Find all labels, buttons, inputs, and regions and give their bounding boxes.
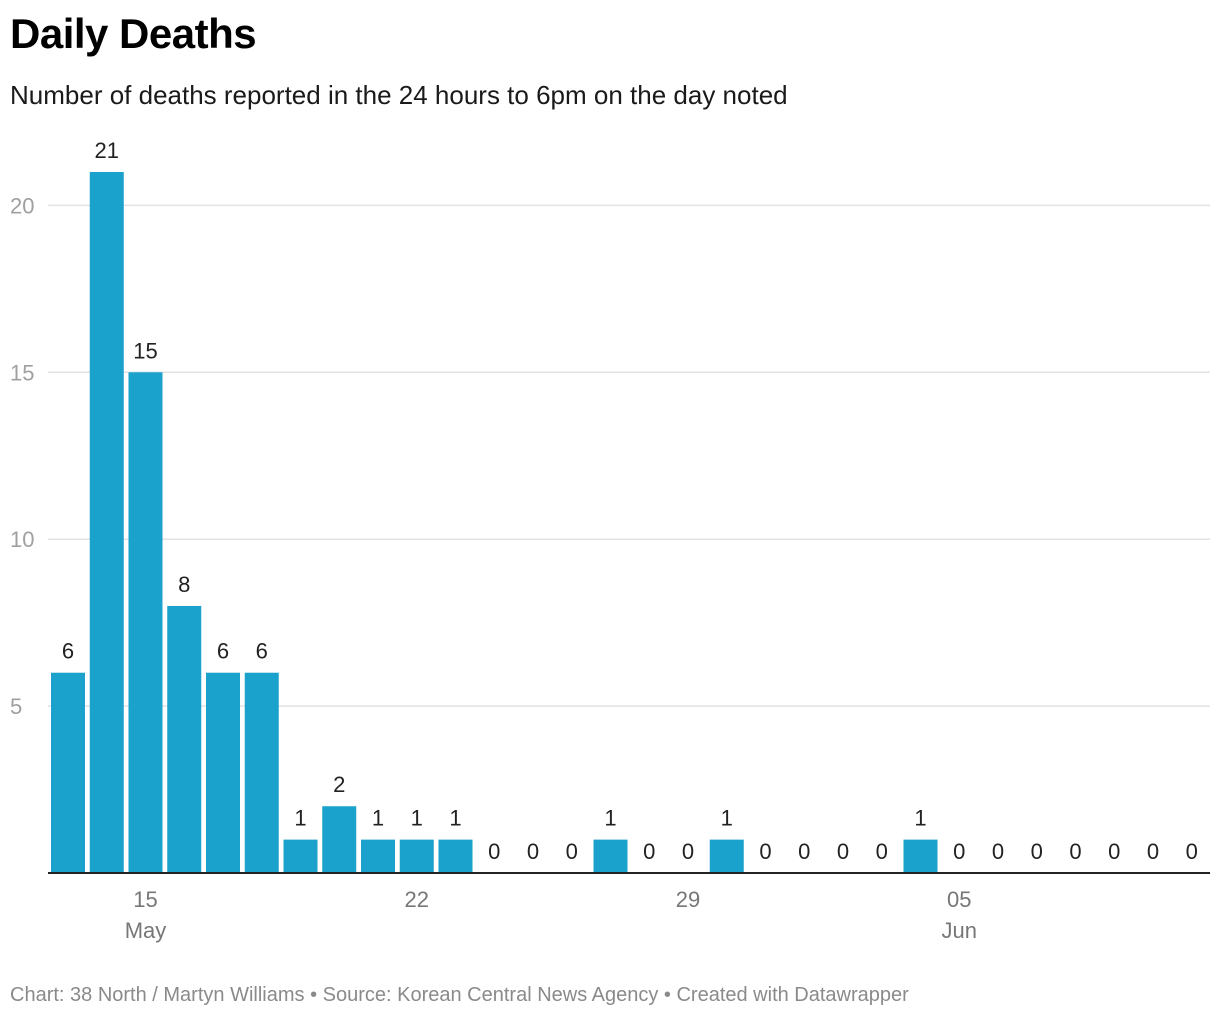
- bar: [51, 672, 85, 873]
- x-tick-label: 15: [133, 887, 157, 912]
- bar-value-label: 0: [759, 839, 771, 864]
- bar-value-label: 0: [837, 839, 849, 864]
- bar-value-label: 1: [372, 806, 384, 831]
- bar-value-label: 0: [566, 839, 578, 864]
- bar-value-label: 6: [62, 639, 74, 664]
- bar-value-label: 0: [1069, 839, 1081, 864]
- bar: [438, 839, 473, 873]
- bar-value-label: 1: [914, 806, 926, 831]
- bar-value-label: 8: [178, 572, 190, 597]
- bar-value-label: 1: [294, 806, 306, 831]
- bar: [361, 839, 395, 873]
- bar-value-label: 2: [333, 772, 345, 797]
- bar-value-label: 0: [488, 839, 500, 864]
- x-tick-sublabel: Jun: [942, 918, 977, 943]
- bar: [322, 806, 357, 873]
- y-tick-label: 10: [10, 527, 34, 552]
- bar-value-label: 15: [133, 338, 157, 363]
- bar: [244, 672, 279, 873]
- chart-subtitle: Number of deaths reported in the 24 hour…: [10, 80, 788, 110]
- x-tick-label: 29: [676, 887, 700, 912]
- bar-value-label: 0: [527, 839, 539, 864]
- bar: [903, 839, 938, 873]
- bar: [206, 672, 240, 873]
- bar: [167, 605, 202, 873]
- bar-value-label: 0: [992, 839, 1004, 864]
- bar-value-label: 0: [876, 839, 888, 864]
- bar-value-label: 0: [643, 839, 655, 864]
- bar-value-label: 6: [217, 639, 229, 664]
- x-tick-sublabel: May: [125, 918, 167, 943]
- bar-value-label: 1: [449, 806, 461, 831]
- x-tick-label: 05: [947, 887, 971, 912]
- y-tick-label: 15: [10, 360, 34, 385]
- bar-value-label: 0: [798, 839, 810, 864]
- bar-value-label: 1: [411, 806, 423, 831]
- chart-title: Daily Deaths: [10, 10, 257, 57]
- bar: [89, 172, 124, 873]
- bar-value-label: 0: [1186, 839, 1198, 864]
- bar-value-label: 1: [604, 806, 616, 831]
- bar-value-label: 0: [953, 839, 965, 864]
- bar-value-label: 21: [95, 138, 119, 163]
- bar-value-label: 0: [682, 839, 694, 864]
- bar: [128, 372, 163, 873]
- y-tick-label: 5: [10, 694, 22, 719]
- bar-value-label: 0: [1031, 839, 1043, 864]
- bar-value-label: 1: [721, 806, 733, 831]
- bar-value-label: 0: [1108, 839, 1120, 864]
- chart-footer: Chart: 38 North / Martyn Williams • Sour…: [10, 984, 909, 1006]
- x-tick-label: 22: [405, 887, 429, 912]
- bar: [399, 839, 434, 873]
- bar-value-label: 0: [1147, 839, 1159, 864]
- bar: [283, 839, 318, 873]
- bar: [593, 839, 628, 873]
- bar-value-label: 6: [256, 639, 268, 664]
- y-tick-label: 20: [10, 193, 34, 218]
- bar: [709, 839, 744, 873]
